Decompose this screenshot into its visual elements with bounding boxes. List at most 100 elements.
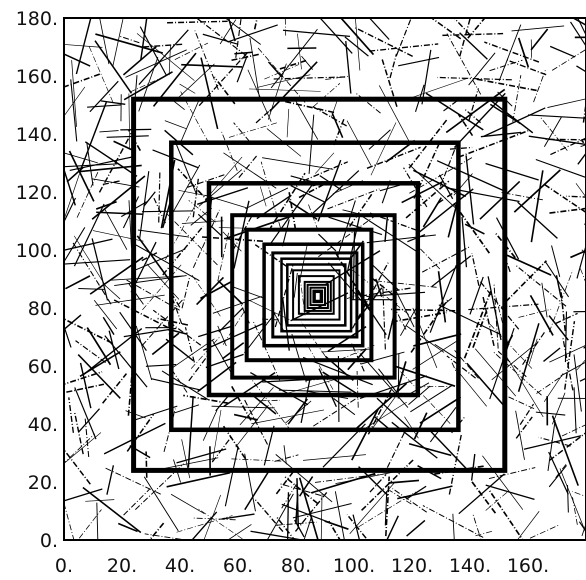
segment [541,282,548,318]
segment [395,18,412,57]
segment [64,433,96,464]
segment [471,252,480,286]
segment [235,404,269,448]
segment [260,399,281,402]
segment [291,333,307,383]
segment [274,265,294,328]
segment [459,32,488,60]
segment [448,434,462,495]
segment [64,259,131,265]
segment [148,522,165,540]
segment [315,152,335,174]
segment [203,494,221,540]
segment [545,262,570,298]
nested-square-12 [303,280,332,312]
nested-square-5 [244,227,374,363]
segment [401,181,443,204]
segment [399,370,451,424]
segment [376,397,414,433]
segment [559,287,567,332]
segment [413,412,428,440]
segment [64,44,103,48]
segment [479,280,520,330]
segment [212,295,262,314]
segment [68,397,75,433]
segment [181,276,191,309]
segment [190,273,221,317]
segment [504,353,544,418]
segment [331,112,344,139]
segment [408,443,452,457]
segment [438,304,502,336]
segment [88,44,114,103]
segment [328,216,383,236]
segment [176,448,227,464]
segment [197,361,237,393]
segment [530,28,549,51]
segment [538,436,571,447]
segment [368,129,391,150]
y-tick-label: 120. [16,182,58,204]
segment [515,410,525,460]
segment [488,467,536,480]
segment [482,295,495,347]
segment [151,332,180,356]
segment [358,401,407,433]
segment [198,169,243,207]
x-axis: 0. 20. 40. 60. 80. 100. 120. 140. 160. [55,555,549,577]
segment [438,174,454,200]
segment [487,276,502,341]
segment [466,362,505,406]
segment [572,491,586,497]
segment [395,365,456,387]
segment [138,29,189,85]
plot-area [63,17,586,541]
segment [244,468,271,511]
segment [404,416,419,439]
segment [292,503,352,519]
segment [513,169,561,213]
segment [174,42,209,61]
segment [253,18,258,30]
segment [64,488,103,502]
segment [64,383,105,394]
segment [290,185,325,203]
segment [467,18,486,39]
y-tick-label: 160. [16,66,58,88]
segment [368,395,397,434]
segment [419,396,462,424]
segment [286,492,290,540]
segment [283,475,319,505]
segment [484,41,540,63]
segment [416,385,450,388]
segment [192,209,220,269]
y-tick-label: 0. [40,530,58,552]
segment [281,503,330,523]
segment [445,88,506,134]
segment [104,335,148,388]
segment [489,59,523,72]
segment [543,116,562,147]
segment [152,309,202,346]
segment [405,180,450,219]
segment [153,197,166,224]
segment [269,61,318,112]
segment [196,507,243,540]
segment [183,394,229,405]
segment [549,344,586,363]
segment [166,471,231,488]
segment [142,264,182,311]
segment [202,409,218,441]
segment [434,343,457,359]
segment [555,463,568,479]
segment [366,146,421,169]
segment [485,490,510,511]
segment [79,362,92,409]
segment [250,530,306,540]
nested-square-3 [206,181,421,398]
segment [181,63,243,68]
segment [515,416,533,439]
x-tick-label: 60. [223,555,253,577]
segment [551,415,579,486]
segment [413,333,462,347]
